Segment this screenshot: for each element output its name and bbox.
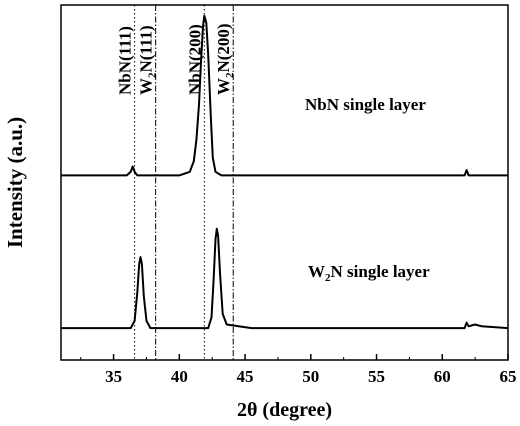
reference-label: NbN(200)	[185, 24, 204, 95]
x-axis-label: 2θ (degree)	[237, 399, 332, 421]
series-labels: NbN single layer W2N single layer	[305, 95, 430, 284]
reference-lines	[134, 5, 234, 360]
reference-label: W2N(111)	[137, 25, 159, 95]
reference-label: W2N(200)	[214, 23, 236, 95]
series-label: NbN single layer	[305, 95, 426, 114]
x-tick-label: 50	[302, 367, 319, 386]
series-line	[61, 227, 509, 330]
y-axis-label: Intensity (a.u.)	[3, 117, 27, 248]
x-axis-ticks: 35 40 45 50 55 60 65	[80, 354, 517, 386]
x-tick-label: 40	[171, 367, 188, 386]
plot-frame	[60, 4, 509, 361]
series-label: W2N single layer	[308, 262, 430, 284]
x-tick-label: 65	[500, 367, 517, 386]
reference-label: NbN(111)	[116, 26, 135, 95]
x-tick-label: 55	[368, 367, 385, 386]
x-tick-label: 60	[434, 367, 451, 386]
series-line	[61, 14, 508, 177]
series-layer	[61, 14, 509, 330]
x-tick-label: 45	[237, 367, 254, 386]
reference-labels: NbN(111) W2N(111) NbN(200) W2N(200)	[116, 23, 237, 95]
x-tick-label: 35	[105, 367, 122, 386]
